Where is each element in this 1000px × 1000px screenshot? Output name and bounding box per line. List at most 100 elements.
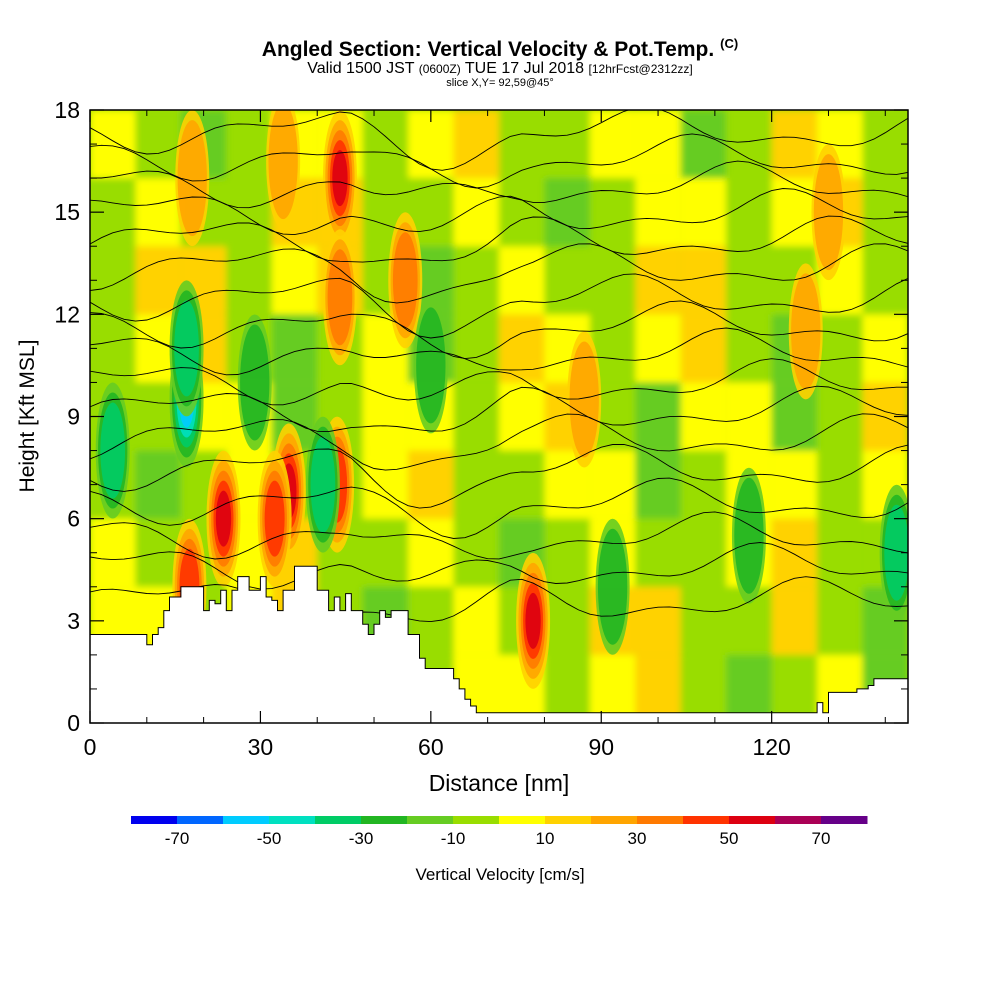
- field-cell: [226, 246, 272, 315]
- downdraft-core: [174, 300, 199, 397]
- colorbar-swatch: [269, 816, 316, 824]
- updraft-core: [215, 490, 232, 547]
- field-cell: [680, 654, 727, 723]
- field-cell: [680, 450, 727, 519]
- field-cell: [817, 586, 863, 655]
- downdraft-core: [310, 436, 336, 533]
- colorbar-swatch: [453, 816, 500, 824]
- x-axis: 0 30 60 90 120: [84, 110, 886, 760]
- field-cell: [817, 518, 863, 587]
- slice-info: slice X,Y= 92,59@45°: [446, 77, 554, 89]
- colorbar-tick-label: -70: [165, 829, 190, 848]
- updraft-core: [525, 592, 541, 649]
- isentrope: [90, 385, 908, 433]
- downdraft-core: [416, 307, 446, 424]
- valid-time-line: Valid 1500 JST (0600Z) TUE 17 Jul 2018 […: [307, 60, 693, 77]
- field-cell: [726, 246, 772, 315]
- field-cell: [680, 246, 727, 315]
- colorbar-tick-label: 50: [720, 829, 739, 848]
- x-tick-label: 60: [418, 734, 444, 760]
- field-cell: [862, 110, 908, 179]
- field-cell: [589, 246, 636, 315]
- field-cell: [544, 586, 590, 655]
- field-cell: [544, 110, 590, 179]
- field-cell: [544, 246, 590, 315]
- field-cell: [362, 110, 409, 179]
- y-tick-label: 6: [67, 506, 80, 532]
- field-cell: [635, 110, 681, 179]
- isentrope: [90, 300, 908, 360]
- field-cell: [453, 450, 499, 519]
- downdraft-core: [100, 402, 126, 499]
- field-cell: [771, 518, 818, 587]
- colorbar-swatch: [591, 816, 638, 824]
- colorbar-swatch: [177, 816, 224, 824]
- colorbar-swatch: [637, 816, 684, 824]
- field-cell: [226, 178, 272, 247]
- field-cell: [771, 450, 818, 519]
- field-cell: [135, 178, 181, 247]
- isentrope: [90, 110, 908, 171]
- field-cell: [362, 518, 409, 587]
- isentrope: [90, 542, 908, 590]
- field-cell: [589, 178, 636, 247]
- isentrope: [90, 160, 908, 209]
- field-cell: [453, 246, 499, 315]
- updraft-core: [569, 341, 599, 458]
- colorbar-tick-label: -10: [441, 829, 466, 848]
- colorbar-swatch: [775, 816, 822, 824]
- field-cell: [680, 518, 727, 587]
- field-cell: [544, 654, 590, 723]
- updraft-core: [813, 154, 844, 271]
- colorbar-tick-label: -50: [257, 829, 282, 848]
- field-cell: [453, 314, 499, 383]
- field-cell: [635, 178, 681, 247]
- field-cell: [499, 110, 545, 179]
- field-cell: [817, 382, 863, 451]
- isentrope: [90, 477, 908, 539]
- y-tick-label: 18: [54, 97, 80, 123]
- field-cell: [453, 586, 499, 655]
- x-tick-label: 120: [752, 734, 790, 760]
- colorbar-swatch: [499, 816, 546, 824]
- field-cell: [771, 110, 818, 179]
- potential-temperature-contours: [90, 110, 908, 623]
- field-cell: [771, 586, 818, 655]
- updraft-core: [268, 110, 298, 220]
- isentrope: [90, 413, 908, 471]
- isentrope: [90, 215, 908, 263]
- x-tick-label: 30: [248, 734, 274, 760]
- y-tick-label: 15: [54, 199, 80, 225]
- y-tick-label: 0: [67, 710, 80, 736]
- terrain-profile: [90, 565, 908, 723]
- isentrope: [90, 327, 908, 376]
- y-axis-label: Height [Kft MSL]: [16, 340, 39, 493]
- field-cell: [635, 654, 681, 723]
- colorbar-swatch: [821, 816, 868, 824]
- field-cell: [680, 314, 727, 383]
- field-cell: [499, 450, 545, 519]
- field-cell: [635, 518, 681, 587]
- field-cell: [135, 450, 181, 519]
- colorbar-tick-label: 30: [628, 829, 647, 848]
- field-cell: [862, 246, 908, 315]
- y-tick-label: 3: [67, 608, 80, 634]
- field-cell: [453, 178, 499, 247]
- field-cell: [90, 314, 136, 383]
- field-cell: [589, 110, 636, 179]
- colorbar-swatch: [729, 816, 776, 824]
- field-cell: [817, 450, 863, 519]
- colorbar-swatch: [407, 816, 454, 824]
- updraft-core: [264, 480, 285, 557]
- isentrope: [90, 243, 908, 304]
- x-axis-label: Distance [nm]: [429, 770, 570, 796]
- downdraft-core: [734, 477, 764, 594]
- field-cell: [680, 110, 727, 179]
- x-tick-label: 0: [84, 734, 97, 760]
- field-cell: [499, 314, 545, 383]
- field-cell: [499, 246, 545, 315]
- field-cell: [589, 654, 636, 723]
- field-cell: [271, 246, 318, 315]
- colorbar-tick-label: -30: [349, 829, 374, 848]
